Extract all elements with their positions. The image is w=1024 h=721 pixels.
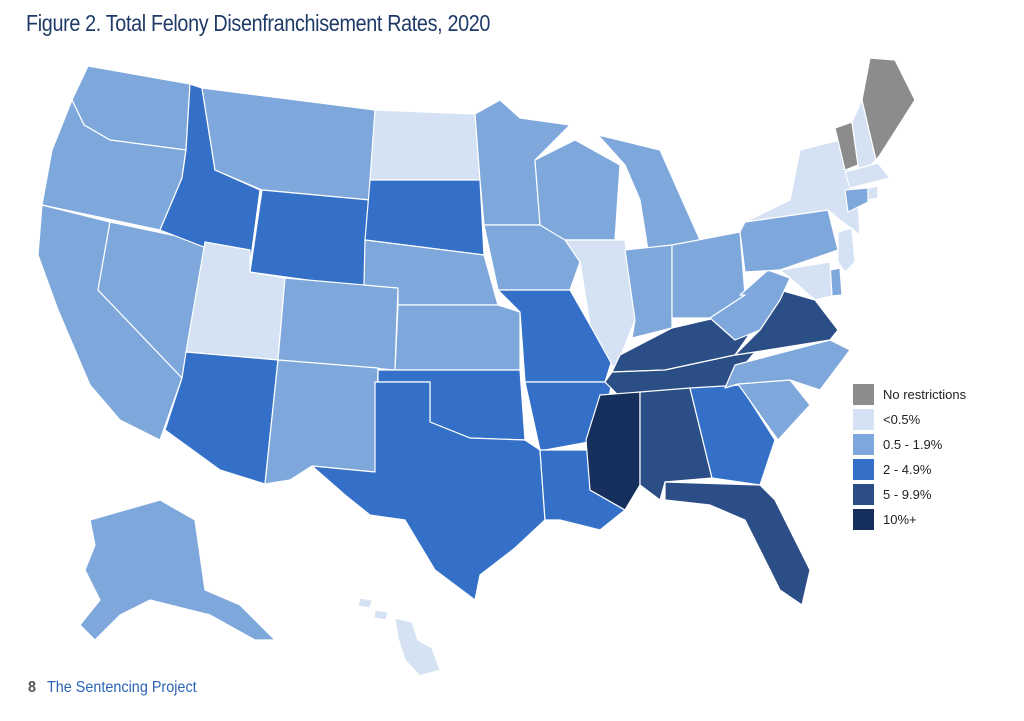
legend-item-2-49: 2 - 4.9% (853, 457, 966, 482)
state-co (277, 277, 399, 371)
state-me (861, 57, 916, 161)
legend-item-5-99: 5 - 9.9% (853, 482, 966, 507)
state-md (779, 261, 833, 301)
page-number: 8 (28, 679, 37, 696)
state-nc (724, 339, 851, 391)
legend-label: 5 - 9.9% (883, 487, 932, 502)
state-nm (264, 359, 379, 485)
legend-swatch (853, 434, 874, 455)
legend-swatch (853, 409, 874, 430)
state-ct (844, 187, 869, 213)
figure-title: Figure 2. Total Felony Disenfranchisemen… (26, 10, 491, 36)
state-ks (394, 304, 521, 371)
legend-item-10plus: 10%+ (853, 507, 966, 532)
legend-label: 0.5 - 1.9% (883, 437, 943, 452)
state-ma (844, 162, 891, 189)
legend-swatch (853, 384, 874, 405)
legend-swatch (853, 509, 874, 530)
state-ak (79, 499, 276, 641)
state-wi (534, 139, 621, 241)
legend-label: <0.5% (883, 412, 921, 427)
state-ri (867, 185, 879, 201)
legend-item-05-19: 0.5 - 1.9% (853, 432, 966, 457)
state-wy (249, 189, 371, 289)
legend-label: No restrictions (883, 387, 967, 402)
legend-item-lt05: <0.5% (853, 407, 966, 432)
state-nd (369, 109, 481, 181)
legend-item-no-restrictions: No restrictions (853, 382, 966, 407)
state-hi (357, 597, 441, 677)
state-in (624, 244, 673, 339)
state-wv (709, 269, 791, 341)
legend-label: 2 - 4.9% (883, 462, 932, 477)
legend-swatch (853, 484, 874, 505)
organization-name: The Sentencing Project (46, 679, 197, 696)
state-mo (497, 289, 613, 383)
map-legend: No restrictions <0.5% 0.5 - 1.9% 2 - 4.9… (853, 382, 966, 532)
legend-swatch (853, 459, 874, 480)
state-fl (664, 481, 811, 606)
state-tx (311, 381, 546, 601)
page-footer: 8 The Sentencing Project (28, 679, 197, 697)
legend-label: 10%+ (883, 512, 917, 527)
state-nj (837, 227, 856, 273)
